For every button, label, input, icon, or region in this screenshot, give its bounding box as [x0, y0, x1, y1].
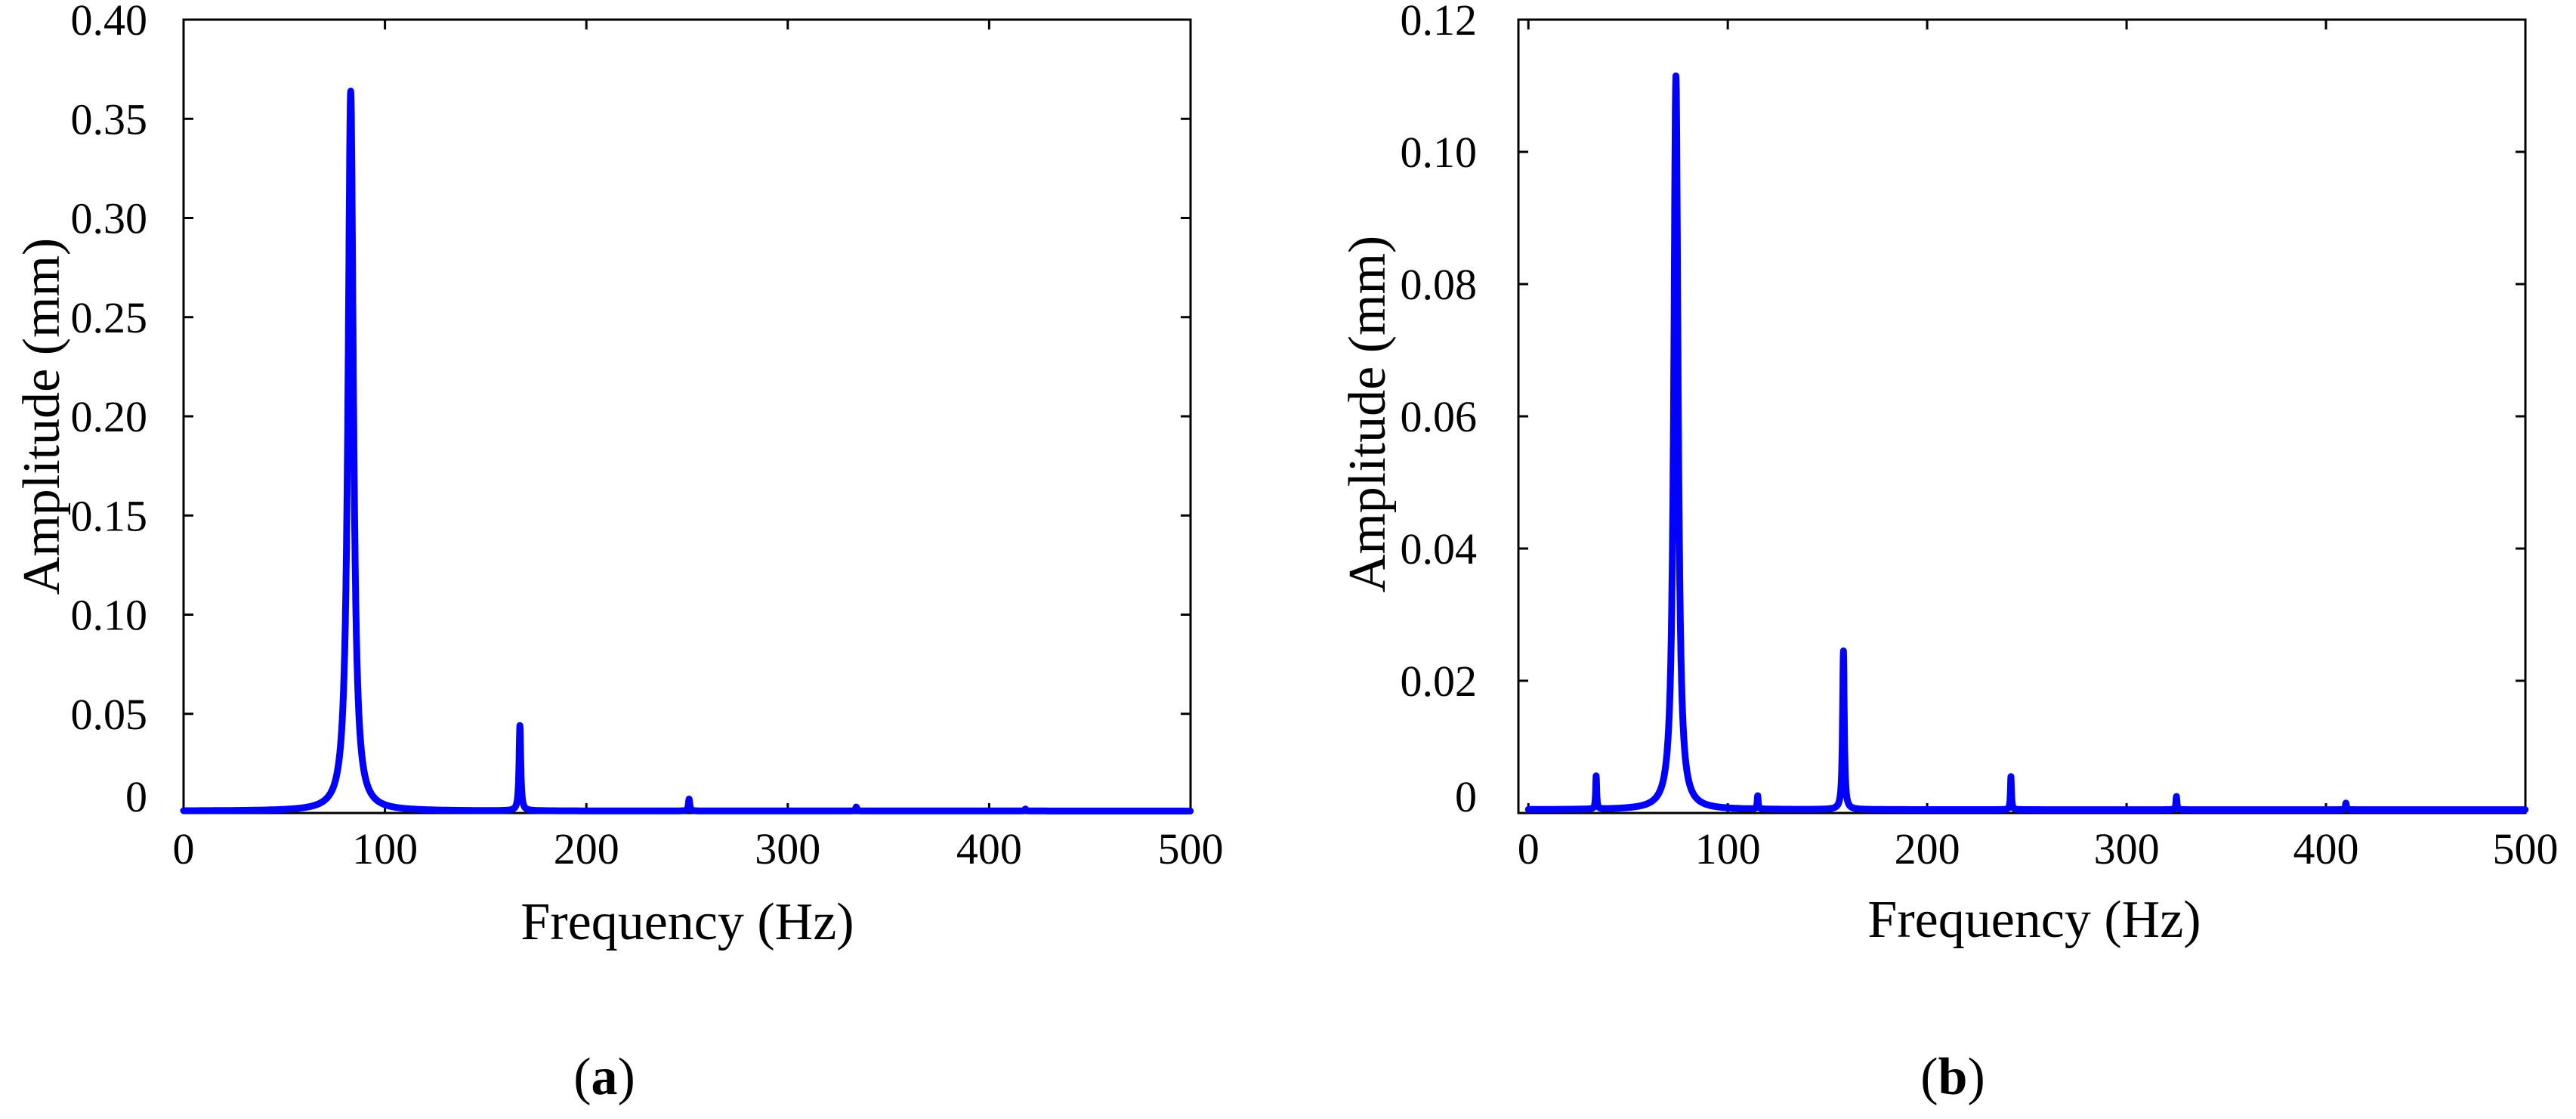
y-tick-label: 0.04	[1401, 524, 1478, 573]
y-tick-label: 0.40	[71, 0, 148, 45]
y-tick-labels-a: 0 0.05 0.10 0.15 0.20 0.25 0.30 0.35 0.40	[71, 0, 148, 821]
x-axis-title-a: Frequency (Hz)	[520, 893, 854, 951]
y-tick-label: 0.08	[1401, 260, 1478, 309]
y-tick-label: 0.30	[71, 194, 148, 243]
x-tick-label: 300	[2094, 824, 2160, 873]
x-tick-label: 200	[554, 824, 619, 873]
x-tick-label: 500	[1158, 824, 1224, 873]
plot-frame-a	[182, 18, 1192, 815]
panel-caption-b: (b)	[1920, 1048, 1985, 1106]
series-line-b	[1524, 72, 2529, 814]
chart-panel-a: 0 100 200 300 400 500 0 0.05 0.10 0.15 0.20 0.25 0.…	[13, 0, 1224, 1106]
x-tick-label: 200	[1895, 824, 1960, 873]
y-tick-label: 0.02	[1401, 657, 1478, 706]
y-tick-label: 0.15	[71, 491, 148, 540]
y-tick-label: 0	[125, 772, 147, 821]
chart-panel-b: 0 100 200 300 400 500 0 0.02 0.04 0.06 0.08 0.10 0.…	[1339, 0, 2559, 1106]
x-tick-label: 500	[2493, 824, 2559, 873]
tick-marks-a	[182, 18, 1192, 815]
y-tick-label: 0.12	[1401, 0, 1478, 45]
x-tick-label: 400	[2293, 824, 2359, 873]
x-tick-label: 100	[1695, 824, 1761, 873]
x-axis-title-b: Frequency (Hz)	[1867, 891, 2201, 949]
y-tick-label: 0.10	[1401, 128, 1478, 177]
y-tick-label: 0.10	[71, 591, 148, 640]
y-axis-title-b: Amplitude (mm)	[1339, 236, 1397, 592]
y-tick-labels-b: 0 0.02 0.04 0.06 0.08 0.10 0.12	[1401, 0, 1478, 821]
y-tick-label: 0.25	[71, 293, 148, 342]
x-tick-label: 100	[352, 824, 418, 873]
x-tick-label: 0	[173, 824, 195, 873]
series-line-a	[180, 88, 1194, 815]
y-tick-label: 0	[1455, 772, 1477, 821]
y-tick-label: 0.05	[71, 690, 148, 739]
panel-caption-a: (a)	[573, 1048, 635, 1106]
x-tick-label: 400	[956, 824, 1022, 873]
y-tick-label: 0.20	[71, 392, 148, 441]
y-tick-label: 0.06	[1401, 392, 1478, 441]
y-axis-title-a: Amplitude (mm)	[13, 238, 71, 595]
x-tick-label: 300	[755, 824, 820, 873]
x-tick-labels-b: 0 100 200 300 400 500	[1518, 824, 2559, 873]
x-tick-labels-a: 0 100 200 300 400 500	[173, 824, 1224, 873]
y-tick-label: 0.35	[71, 94, 148, 144]
x-tick-label: 0	[1518, 824, 1540, 873]
